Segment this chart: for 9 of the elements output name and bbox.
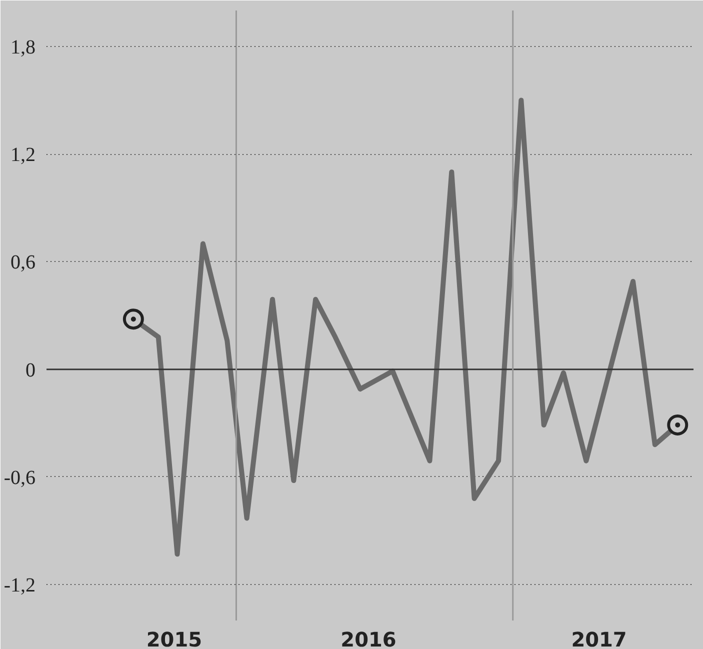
y-tick-label: 1,2	[10, 144, 36, 166]
x-tick-label: 2015	[146, 628, 202, 649]
y-tick-label: 0,6	[10, 252, 36, 274]
x-tick-label: 2017	[571, 628, 627, 649]
y-tick-label: 0	[26, 359, 36, 382]
y-tick-label: -0,6	[4, 466, 36, 489]
x-tick-label: 2016	[340, 628, 396, 649]
y-tick-label: -1,2	[4, 574, 36, 597]
y-tick-label: 1,8	[10, 36, 36, 58]
